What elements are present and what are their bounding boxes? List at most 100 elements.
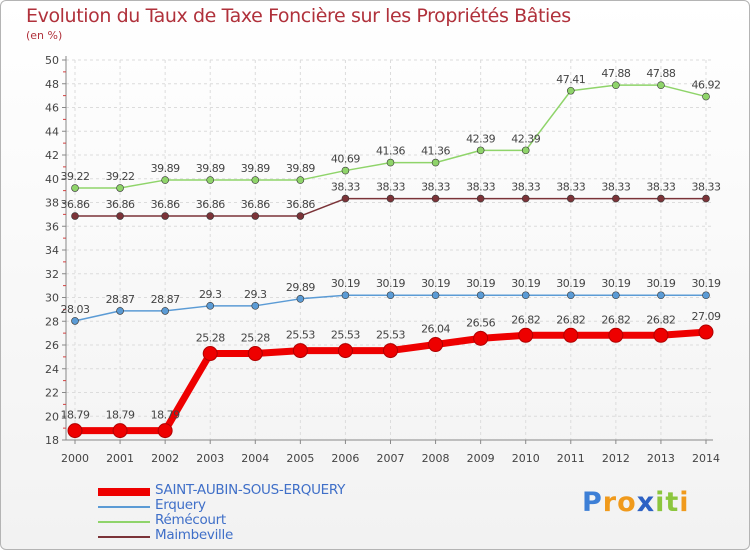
- y-tick-label: 22: [45, 387, 59, 400]
- data-point: [473, 330, 489, 346]
- data-label: 30.19: [331, 277, 360, 290]
- x-tick-label: 2005: [286, 452, 314, 465]
- y-tick-label: 24: [45, 363, 59, 376]
- y-tick-label: 48: [45, 78, 59, 91]
- data-point: [612, 291, 620, 300]
- data-label: 30.19: [601, 277, 630, 290]
- x-tick-label: 2011: [557, 452, 585, 465]
- data-label: 27.09: [692, 310, 721, 323]
- data-point: [71, 184, 79, 192]
- x-tick-label: 2001: [106, 452, 134, 465]
- data-label: 29.3: [244, 288, 267, 301]
- data-point: [341, 194, 350, 203]
- y-tick-label: 26: [45, 339, 59, 352]
- data-point: [116, 212, 124, 220]
- data-label: 25.53: [286, 329, 315, 342]
- y-tick-label: 46: [45, 102, 59, 115]
- data-point: [116, 184, 124, 192]
- legend-label: Maimbeville: [155, 527, 233, 543]
- data-point: [296, 212, 305, 220]
- logo-letter: o: [617, 487, 637, 518]
- x-tick-label: 2002: [151, 452, 179, 465]
- data-label: 25.28: [196, 332, 225, 345]
- data-point: [566, 86, 575, 95]
- logo-letter: x: [636, 487, 656, 518]
- y-tick-label: 30: [45, 292, 59, 305]
- data-point: [157, 423, 173, 439]
- data-point: [563, 327, 579, 343]
- chart-title: Evolution du Taux de Taxe Foncière sur l…: [26, 5, 571, 27]
- data-label: 30.19: [556, 277, 585, 290]
- data-point: [521, 291, 530, 300]
- y-tick-label: 34: [45, 244, 59, 257]
- y-tick-label: 44: [45, 125, 59, 138]
- data-point: [476, 291, 485, 300]
- data-label: 39.89: [241, 162, 270, 175]
- x-tick-label: 2003: [196, 452, 224, 465]
- data-point: [431, 158, 440, 167]
- y-tick-label: 36: [45, 220, 59, 233]
- logo-letter: r: [602, 487, 618, 518]
- data-label: 25.53: [376, 329, 405, 342]
- data-point: [67, 423, 83, 439]
- x-tick-label: 2010: [512, 452, 540, 465]
- data-point: [653, 327, 669, 343]
- logo-letter: P: [582, 487, 603, 518]
- legend-swatch: [98, 505, 150, 508]
- data-label: 26.82: [646, 313, 675, 326]
- data-point: [161, 176, 169, 184]
- data-point: [657, 194, 665, 203]
- data-label: 36.86: [286, 198, 315, 211]
- y-axis-unit-label: (en %): [26, 29, 63, 42]
- data-label: 41.36: [421, 145, 450, 158]
- data-label: 42.39: [511, 132, 540, 145]
- data-label: 46.92: [692, 79, 721, 92]
- data-label: 30.19: [421, 277, 450, 290]
- data-label: 30.19: [646, 277, 675, 290]
- data-point: [657, 291, 665, 300]
- data-label: 30.19: [376, 277, 405, 290]
- logo-letter: i: [655, 487, 666, 518]
- data-point: [521, 194, 530, 203]
- data-point: [251, 212, 260, 220]
- data-label: 29.3: [199, 288, 222, 301]
- data-point: [112, 423, 128, 439]
- data-point: [612, 81, 620, 89]
- data-point: [476, 146, 485, 155]
- data-point: [566, 291, 575, 300]
- data-point: [386, 194, 395, 203]
- data-label: 39.22: [106, 170, 135, 183]
- data-label: 30.19: [466, 277, 495, 290]
- data-label: 42.39: [466, 132, 495, 145]
- legend-swatch: [98, 520, 150, 523]
- data-label: 18.79: [61, 409, 90, 422]
- data-label: 47.88: [646, 67, 675, 80]
- data-label: 40.69: [331, 153, 360, 166]
- data-point: [116, 307, 124, 315]
- legend-swatch: [98, 487, 150, 496]
- data-point: [206, 302, 215, 310]
- data-label: 28.87: [151, 293, 180, 306]
- data-point: [431, 291, 440, 300]
- data-point: [518, 327, 534, 343]
- x-tick-label: 2014: [692, 452, 720, 465]
- data-label: 39.22: [61, 170, 90, 183]
- x-tick-label: 2004: [241, 452, 269, 465]
- data-label: 28.87: [106, 293, 135, 306]
- y-tick-label: 38: [45, 197, 59, 210]
- legend-label: Erquery: [155, 497, 206, 513]
- legend-swatch: [98, 535, 150, 538]
- data-label: 25.53: [331, 329, 360, 342]
- data-label: 39.89: [286, 162, 315, 175]
- data-point: [292, 343, 308, 359]
- data-label: 26.56: [466, 316, 495, 329]
- y-tick-label: 32: [45, 268, 59, 281]
- y-tick-label: 28: [45, 315, 59, 328]
- data-point: [296, 295, 305, 303]
- data-point: [71, 212, 79, 220]
- data-label: 38.33: [601, 181, 630, 194]
- data-label: 29.89: [286, 281, 315, 294]
- data-point: [386, 291, 395, 300]
- data-point: [386, 158, 395, 167]
